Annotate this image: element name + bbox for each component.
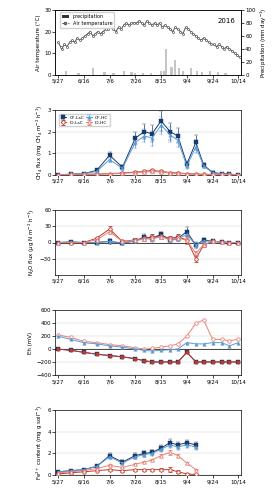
Bar xyxy=(65,72,67,74)
Y-axis label: Eh (mV): Eh (mV) xyxy=(28,332,33,353)
Y-axis label: CH$_4$ flux (mg CH$_4$ m$^{-2}$ h$^{-1}$): CH$_4$ flux (mg CH$_4$ m$^{-2}$ h$^{-1}$… xyxy=(35,104,45,180)
Bar xyxy=(174,60,176,74)
Y-axis label: N$_2$O flux ($\mu$g N m$^{-2}$ h$^{-1}$): N$_2$O flux ($\mu$g N m$^{-2}$ h$^{-1}$) xyxy=(27,208,37,276)
Bar xyxy=(103,72,106,74)
Bar xyxy=(142,72,144,74)
Bar xyxy=(217,72,219,74)
Legend: precipitation, Air temperature: precipitation, Air temperature xyxy=(60,12,114,28)
Bar xyxy=(182,72,184,74)
Bar xyxy=(163,72,165,74)
Legend: CF-LsC, ID-LsC, CF-HC, ID-HC: CF-LsC, ID-LsC, CF-HC, ID-HC xyxy=(60,114,110,126)
Bar xyxy=(165,49,167,74)
Bar xyxy=(122,70,125,74)
Bar xyxy=(196,72,198,74)
Bar xyxy=(150,72,152,74)
Bar xyxy=(201,72,204,74)
Y-axis label: Fe$^{2+}$ content (mg g soil$^{-1}$): Fe$^{2+}$ content (mg g soil$^{-1}$) xyxy=(35,405,45,480)
Bar xyxy=(170,67,173,74)
Y-axis label: Precipitation (mm day$^{-1}$): Precipitation (mm day$^{-1}$) xyxy=(258,7,269,78)
Bar xyxy=(112,72,115,74)
Y-axis label: Air temperature (°C): Air temperature (°C) xyxy=(37,14,42,70)
Bar xyxy=(130,72,133,74)
Bar xyxy=(178,68,180,74)
Bar xyxy=(189,68,192,74)
Text: 2016: 2016 xyxy=(217,18,235,24)
Bar xyxy=(92,68,94,74)
Bar xyxy=(160,72,162,74)
Bar xyxy=(209,70,211,74)
